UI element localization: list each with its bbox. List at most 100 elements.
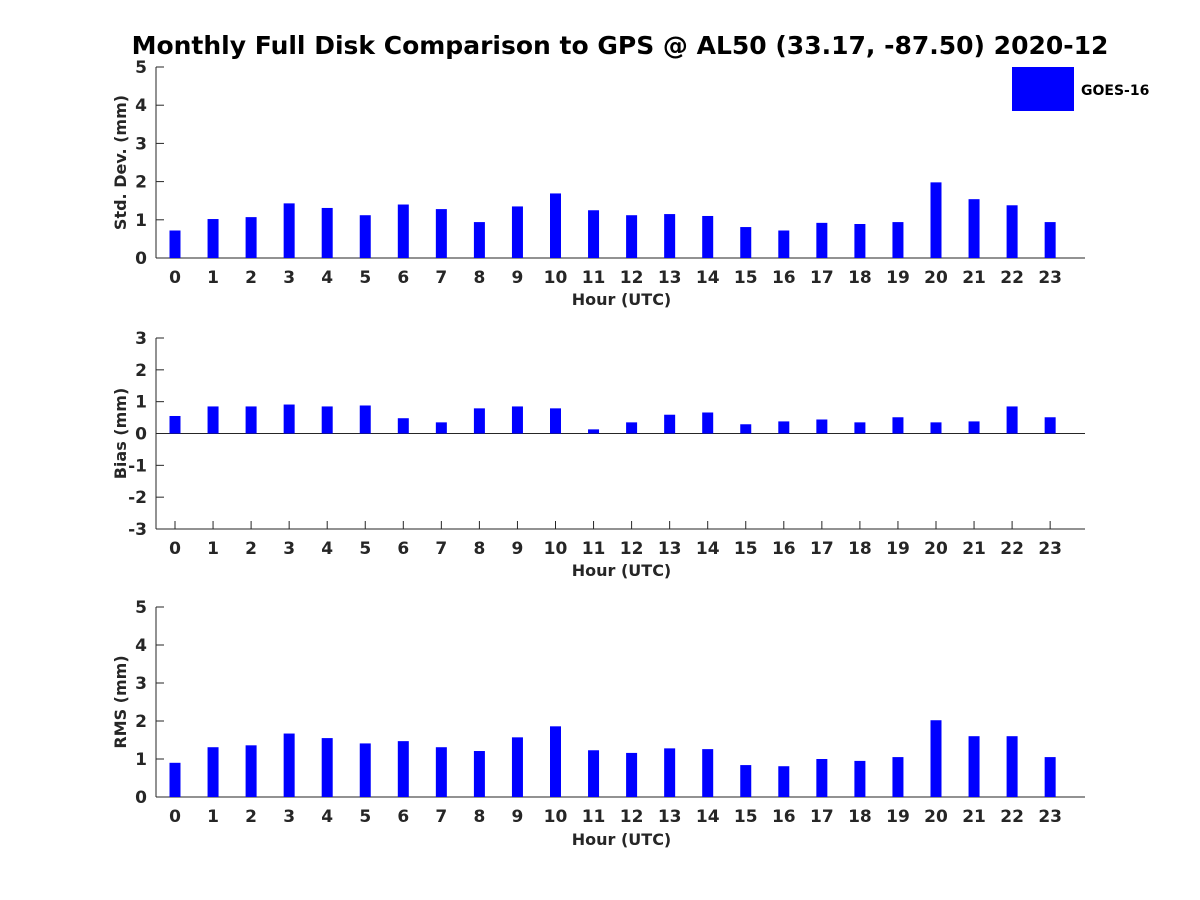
x-tick-label: 7 <box>435 539 447 559</box>
x-tick-label: 17 <box>810 539 834 559</box>
x-tick-label: 23 <box>1038 268 1062 288</box>
x-tick-label: 0 <box>169 268 181 288</box>
y-axis-label: Std. Dev. (mm) <box>111 95 130 230</box>
bar <box>397 418 409 434</box>
bar <box>664 214 676 258</box>
bar <box>740 765 752 797</box>
x-tick-label: 20 <box>924 268 948 288</box>
x-tick-label: 20 <box>924 807 948 827</box>
x-axis-label: Hour (UTC) <box>572 561 672 580</box>
x-tick-label: 19 <box>886 807 910 827</box>
x-tick-label: 16 <box>772 807 796 827</box>
x-tick-label: 1 <box>207 268 219 288</box>
x-axis-label: Hour (UTC) <box>572 830 672 849</box>
bar <box>473 222 485 258</box>
bar <box>283 733 295 797</box>
bar <box>702 215 714 258</box>
bar <box>968 199 980 258</box>
bar <box>1044 222 1056 258</box>
x-tick-label: 21 <box>962 539 986 559</box>
bar <box>1044 417 1056 434</box>
bar <box>816 222 828 258</box>
x-tick-label: 12 <box>620 539 644 559</box>
bar <box>664 748 676 797</box>
y-tick-label: 2 <box>135 361 147 381</box>
x-tick-label: 3 <box>283 807 295 827</box>
bar <box>1044 757 1056 797</box>
x-tick-label: 11 <box>582 807 606 827</box>
x-tick-label: 23 <box>1038 807 1062 827</box>
bar <box>550 408 561 434</box>
y-tick-label: 1 <box>135 211 147 231</box>
y-axis-label: Bias (mm) <box>111 388 130 480</box>
x-tick-label: 10 <box>544 539 568 559</box>
bar <box>778 766 790 797</box>
x-tick-label: 11 <box>582 539 606 559</box>
x-tick-label: 1 <box>207 807 219 827</box>
x-tick-label: 4 <box>321 807 333 827</box>
bar <box>892 222 904 258</box>
bar <box>1006 205 1018 258</box>
bar <box>283 203 295 258</box>
x-tick-label: 2 <box>245 807 257 827</box>
bar <box>892 417 904 434</box>
bar <box>321 207 333 258</box>
legend-swatch <box>1012 67 1074 111</box>
x-tick-label: 14 <box>696 539 720 559</box>
bar <box>854 224 866 258</box>
x-tick-label: 3 <box>283 539 295 559</box>
bar <box>1006 736 1018 797</box>
x-tick-label: 22 <box>1000 539 1024 559</box>
y-tick-label: 1 <box>135 750 147 770</box>
x-tick-label: 8 <box>473 268 485 288</box>
x-tick-label: 16 <box>772 539 796 559</box>
bar <box>321 406 333 434</box>
bar <box>169 415 181 434</box>
bar <box>511 406 523 434</box>
bar <box>854 422 866 434</box>
x-tick-label: 5 <box>359 268 371 288</box>
bar <box>816 419 828 434</box>
x-tick-label: 18 <box>848 268 872 288</box>
x-tick-label: 4 <box>321 539 333 559</box>
x-tick-label: 0 <box>169 539 181 559</box>
x-tick-label: 22 <box>1000 807 1024 827</box>
bar <box>892 757 904 797</box>
bar <box>626 215 638 258</box>
bar <box>473 408 485 434</box>
x-tick-label: 6 <box>397 539 409 559</box>
y-tick-label: 0 <box>135 249 147 269</box>
x-tick-label: 14 <box>696 807 720 827</box>
x-tick-label: 15 <box>734 807 758 827</box>
bar <box>511 737 523 797</box>
bar <box>740 227 752 258</box>
bar <box>207 406 219 434</box>
bar <box>816 759 828 797</box>
x-tick-label: 8 <box>473 539 485 559</box>
y-tick-label: 5 <box>135 598 147 618</box>
y-tick-label: 1 <box>135 393 147 413</box>
bar <box>207 219 219 258</box>
bar <box>321 738 333 797</box>
bar <box>968 421 980 434</box>
bar <box>359 215 371 258</box>
x-tick-label: 10 <box>544 807 568 827</box>
y-tick-label: 4 <box>135 96 147 116</box>
bar <box>511 206 523 258</box>
x-tick-label: 1 <box>207 539 219 559</box>
x-tick-label: 17 <box>810 268 834 288</box>
x-tick-label: 19 <box>886 268 910 288</box>
x-tick-label: 9 <box>512 268 524 288</box>
bar <box>397 741 409 797</box>
bar <box>588 750 600 797</box>
bar <box>169 762 181 797</box>
bar <box>854 760 866 797</box>
x-tick-label: 5 <box>359 807 371 827</box>
x-tick-label: 7 <box>435 268 447 288</box>
bar <box>435 422 447 434</box>
x-tick-label: 3 <box>283 268 295 288</box>
y-tick-label: 3 <box>135 674 147 694</box>
x-tick-label: 14 <box>696 268 720 288</box>
